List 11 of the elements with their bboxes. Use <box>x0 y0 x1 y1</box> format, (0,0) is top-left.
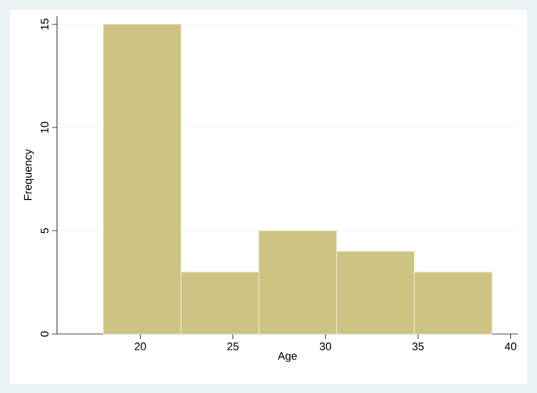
x-tick-label: 20 <box>134 342 146 350</box>
x-tick-label: 40 <box>504 342 516 350</box>
x-tick-label: 30 <box>320 342 332 350</box>
x-axis-title: Age <box>278 352 297 362</box>
y-tick-label: 0 <box>40 331 48 337</box>
x-tick-label: 35 <box>412 342 424 350</box>
y-axis-title: Frequency <box>24 149 34 200</box>
y-tick-label: 10 <box>40 122 48 133</box>
y-tick-label: 5 <box>40 228 48 234</box>
y-tick-label: 15 <box>40 18 48 30</box>
x-tick-label: 25 <box>227 342 239 350</box>
